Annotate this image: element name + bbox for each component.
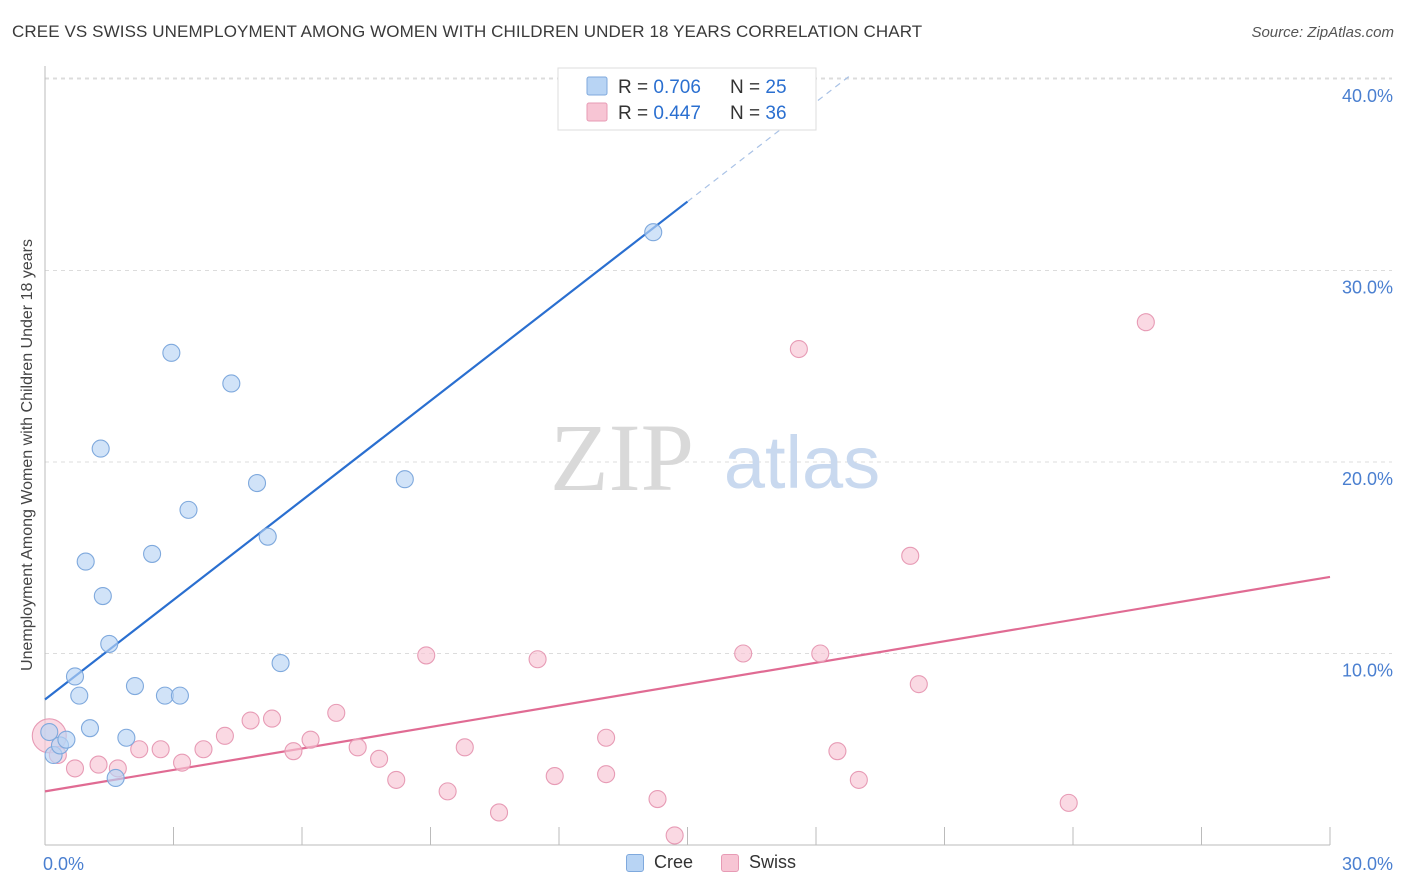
legend-top: R = 0.706 N = 25 R = 0.447 N = 36 — [557, 67, 817, 131]
swiss-point — [173, 753, 192, 772]
swiss-point — [194, 740, 213, 759]
swiss-point — [597, 765, 616, 784]
trend-line-cree-extension — [687, 74, 851, 203]
swiss-point — [648, 789, 667, 809]
watermark: ZIP atlas — [550, 404, 880, 511]
x-tick-label: 30.0% — [1342, 854, 1393, 874]
swiss-point — [348, 738, 367, 757]
cree-point — [65, 667, 85, 686]
n-label: N = — [730, 103, 765, 124]
legend-label-cree: Cree — [654, 852, 694, 872]
legend-item-swiss: Swiss — [721, 852, 796, 873]
cree-point — [93, 586, 112, 606]
gridlines — [45, 77, 1392, 654]
cree-point — [106, 768, 125, 788]
trend-line-cree — [44, 200, 689, 701]
cree-point — [247, 474, 267, 493]
y-tick-label: 40.0% — [1342, 86, 1393, 106]
legend-label-swiss: Swiss — [749, 852, 797, 872]
cree-point — [258, 527, 277, 546]
n-value: 36 — [765, 103, 786, 124]
cree-point — [125, 677, 144, 696]
cree-point — [162, 343, 181, 362]
source-label: Source: ZipAtlas.com — [1251, 24, 1394, 41]
cree-point — [91, 439, 110, 458]
r-label: R = — [618, 77, 653, 98]
swiss-point — [489, 803, 509, 822]
legend-top-stats-cree: R = 0.706 N = 25 — [618, 77, 787, 98]
trend-lines — [44, 74, 1331, 793]
swiss-point — [789, 339, 808, 359]
swiss-point — [901, 546, 920, 565]
legend-swatch-cree — [626, 853, 644, 872]
swiss-point — [597, 728, 616, 747]
swiss-point — [849, 770, 868, 789]
axes — [44, 66, 1331, 846]
r-label: R = — [618, 103, 653, 124]
legend-top-stats-swiss: R = 0.447 N = 36 — [618, 103, 787, 124]
y-tick-label: 30.0% — [1342, 278, 1393, 298]
swiss-point — [301, 730, 320, 749]
cree-point — [271, 654, 290, 673]
swiss-point — [327, 703, 346, 722]
cree-point — [222, 374, 241, 393]
swiss-point — [130, 740, 149, 759]
y-tick-label: 10.0% — [1342, 661, 1393, 681]
cree-point — [40, 722, 59, 742]
cree-point — [170, 686, 189, 705]
swiss-point — [909, 675, 928, 694]
watermark-atlas: atlas — [724, 421, 880, 504]
r-value: 0.706 — [653, 77, 701, 98]
cree-point — [57, 730, 76, 749]
legend-bottom: Cree Swiss — [626, 852, 796, 873]
cree-point — [179, 500, 198, 519]
swiss-point — [811, 644, 830, 663]
swiss-point — [1136, 313, 1155, 332]
swiss-point — [734, 644, 753, 663]
cree-point — [143, 544, 162, 563]
cree-point — [644, 223, 663, 242]
data-points — [31, 223, 1155, 845]
legend-swatch-swiss — [721, 853, 740, 872]
swiss-point — [151, 740, 170, 759]
legend-item-cree: Cree — [626, 852, 693, 873]
swiss-point — [545, 767, 564, 786]
cree-point — [395, 470, 414, 489]
swiss-point — [417, 646, 436, 665]
swiss-point — [370, 749, 389, 768]
swiss-point — [65, 759, 85, 778]
watermark-zip: ZIP — [550, 404, 694, 511]
tick-labels: 10.0% 20.0% 30.0% 40.0% 0.0% 30.0% — [43, 86, 1393, 874]
legend-top-swatch-swiss — [586, 102, 608, 122]
cree-point — [117, 728, 136, 747]
trend-line-swiss — [44, 575, 1331, 793]
swiss-point — [455, 738, 474, 757]
swiss-point — [215, 726, 234, 745]
y-tick-label: 20.0% — [1342, 469, 1393, 489]
swiss-point — [438, 782, 457, 801]
cree-point — [100, 634, 119, 653]
legend-top-swatch-cree — [586, 76, 608, 96]
swiss-point — [89, 755, 108, 774]
swiss-point — [241, 711, 260, 730]
cree-point — [70, 686, 89, 705]
swiss-point — [387, 770, 406, 789]
n-label: N = — [730, 77, 765, 98]
n-value: 25 — [765, 77, 786, 98]
r-value: 0.447 — [653, 103, 701, 124]
x-tick-label: 0.0% — [43, 854, 84, 874]
swiss-point — [262, 709, 282, 728]
swiss-point — [528, 650, 547, 669]
swiss-point — [665, 826, 684, 845]
swiss-point — [1059, 793, 1078, 812]
cree-point — [80, 719, 100, 738]
cree-point — [76, 552, 95, 571]
chart-title: CREE VS SWISS UNEMPLOYMENT AMONG WOMEN W… — [12, 22, 923, 41]
swiss-point — [284, 742, 303, 761]
swiss-point — [828, 742, 847, 761]
